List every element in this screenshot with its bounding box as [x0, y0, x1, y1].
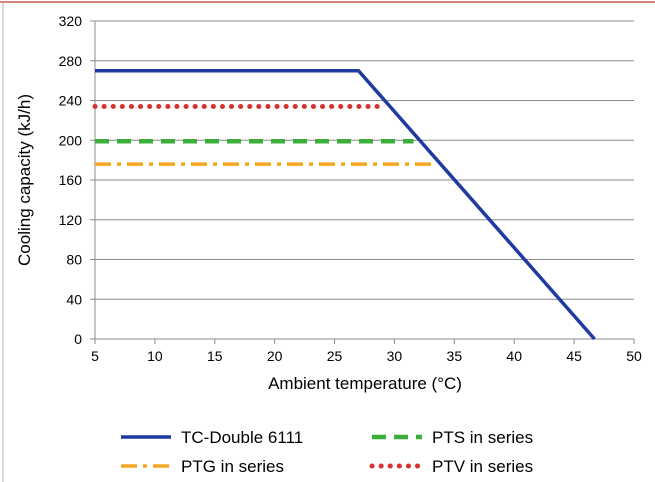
y-tick-label: 40	[66, 291, 82, 307]
x-tick-label: 10	[147, 348, 163, 364]
grid-lines	[95, 20, 634, 300]
legend-label: PTG in series	[181, 457, 284, 476]
series-lines	[92, 68, 596, 341]
x-tick-label: 35	[447, 348, 463, 364]
y-tick-label: 200	[59, 132, 83, 148]
x-tick-label: 30	[387, 348, 403, 364]
y-tick-label: 120	[59, 212, 83, 228]
x-tick-label: 15	[207, 348, 223, 364]
legend-label: TC-Double 6111	[181, 428, 303, 447]
y-tick-label: 320	[59, 13, 83, 29]
y-axis-label: Cooling capacity (kJ/h)	[15, 94, 34, 266]
legend-label: PTS in series	[432, 428, 533, 447]
legend: TC-Double 6111 PTS in series PTG in series…	[121, 428, 533, 476]
x-tick-label: 20	[267, 348, 283, 364]
y-tick-label: 240	[59, 93, 83, 109]
legend-item: PTG in series	[121, 457, 284, 476]
legend-item: PTS in series	[372, 428, 533, 447]
y-tick-labels: 0 40 80 120 160 200 240 280 320	[59, 13, 83, 347]
y-tick-label: 280	[59, 53, 83, 69]
legend-item: TC-Double 6111	[121, 428, 303, 447]
x-tick-labels: 5 10 15 20 25 30 35 40 45 50	[91, 348, 642, 364]
legend-label: PTV in series	[432, 457, 533, 476]
y-tick-label: 160	[59, 172, 83, 188]
y-tick-label: 0	[74, 331, 82, 347]
legend-item: PTV in series	[369, 457, 533, 476]
series-line-tc-double-6111	[95, 68, 596, 341]
x-tick-label: 40	[506, 348, 522, 364]
x-axis-label: Ambient temperature (°C)	[268, 374, 462, 393]
x-tick-label: 45	[566, 348, 582, 364]
x-tick-label: 25	[327, 348, 343, 364]
y-tick-label: 80	[66, 252, 82, 268]
axes	[90, 20, 635, 344]
x-tick-label: 5	[91, 348, 99, 364]
x-tick-label: 50	[626, 348, 642, 364]
